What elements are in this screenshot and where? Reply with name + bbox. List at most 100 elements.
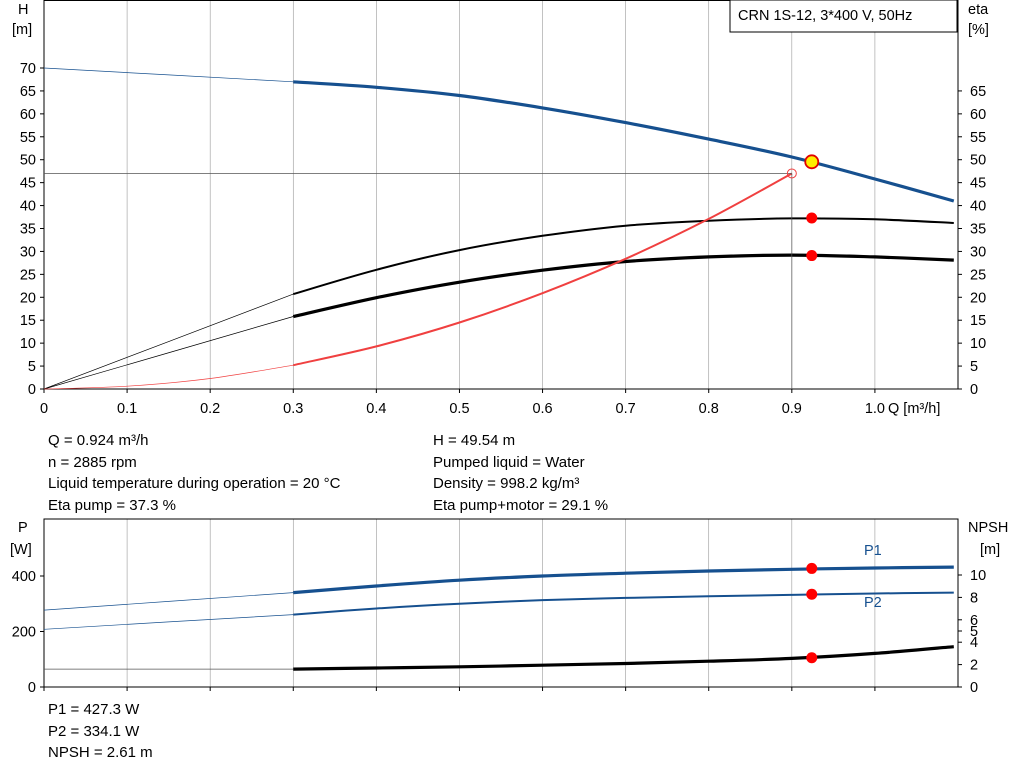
bottom-left-axis-label-line1: P bbox=[18, 520, 28, 536]
p2-series-label: P2 bbox=[864, 595, 882, 611]
x-tick-label: 0.6 bbox=[532, 401, 552, 417]
info-eta-pump: Eta pump = 37.3 % bbox=[48, 496, 176, 514]
top-left-axis-label-line2: [m] bbox=[12, 22, 32, 38]
top-left-tick-label: 65 bbox=[20, 84, 36, 100]
eta-total-operating-point bbox=[806, 250, 818, 262]
eta-pump-curve bbox=[293, 217, 954, 296]
top-left-axis-label-line1: H bbox=[18, 2, 28, 18]
eta-pump-operating-point bbox=[806, 212, 818, 224]
p2-curve bbox=[293, 591, 954, 616]
top-plot-frame bbox=[43, 0, 959, 390]
npsh-operating-point bbox=[806, 652, 818, 664]
x-tick-label: 0 bbox=[40, 401, 48, 417]
info-speed: n = 2885 rpm bbox=[48, 453, 137, 471]
top-right-tick-label: 50 bbox=[970, 153, 986, 169]
p2-operating-point bbox=[806, 588, 818, 600]
top-left-tick-label: 35 bbox=[20, 222, 36, 238]
bottom-left-tick-label: 200 bbox=[12, 625, 36, 641]
bottom-right-tick-label: 10 bbox=[970, 568, 986, 584]
x-tick-label: 0.9 bbox=[782, 401, 802, 417]
top-left-tick-label: 30 bbox=[20, 244, 36, 260]
p1-operating-point bbox=[806, 562, 818, 574]
top-right-tick-label: 0 bbox=[970, 382, 978, 398]
bottom-left-tick-label: 0 bbox=[28, 680, 36, 696]
top-left-tick-label: 15 bbox=[20, 313, 36, 329]
x-tick-label: 0.7 bbox=[616, 401, 636, 417]
bottom-right-tick-label: 6 bbox=[970, 613, 978, 629]
top-right-tick-label: 65 bbox=[970, 84, 986, 100]
title-box bbox=[729, 0, 958, 33]
info-bottom: P1 = 427.3 W P2 = 334.1 W NPSH = 2.61 m bbox=[48, 699, 153, 764]
top-left-tick-label: 45 bbox=[20, 176, 36, 192]
top-left-tick-label: 20 bbox=[20, 290, 36, 306]
top-right-tick-label: 35 bbox=[970, 222, 986, 238]
bottom-left-axis-label-line2: [W] bbox=[10, 542, 32, 558]
top-left-tick-label: 5 bbox=[28, 359, 36, 375]
bottom-plot-frame bbox=[43, 518, 959, 688]
bottom-chart-ticks: 0 200 400 0 2 456 8 10 bbox=[12, 568, 986, 696]
info-npsh: NPSH = 2.61 m bbox=[48, 744, 153, 761]
top-right-tick-label: 10 bbox=[970, 336, 986, 352]
head-curve bbox=[293, 80, 955, 203]
top-right-tick-label: 30 bbox=[970, 244, 986, 260]
top-right-tick-label: 45 bbox=[970, 176, 986, 192]
bottom-right-axis-label-line2: [m] bbox=[980, 542, 1000, 558]
head-curve-extrapolated bbox=[43, 67, 294, 83]
top-left-tick-label: 25 bbox=[20, 267, 36, 283]
bottom-chart-curves bbox=[43, 565, 954, 671]
eta-pump-curve-extrapolated bbox=[43, 293, 294, 390]
top-right-tick-label: 20 bbox=[970, 290, 986, 306]
x-tick-label: 0.3 bbox=[283, 401, 303, 417]
top-right-axis-label-line2: [%] bbox=[968, 22, 989, 38]
p2-curve-extrapolated bbox=[43, 614, 294, 630]
x-tick-label: 0.2 bbox=[200, 401, 220, 417]
p1-series-label: P1 bbox=[864, 543, 882, 559]
info-liquid-temperature: Liquid temperature during operation = 20… bbox=[48, 475, 341, 492]
info-top-right: H = 49.54 m Pumped liquid = Water Densit… bbox=[433, 430, 608, 516]
bottom-chart-frame bbox=[43, 518, 959, 688]
top-left-tick-label: 70 bbox=[20, 61, 36, 77]
top-left-tick-label: 10 bbox=[20, 336, 36, 352]
info-top-left: Q = 0.924 m³/h n = 2885 rpm Liquid tempe… bbox=[48, 430, 340, 516]
top-left-tick-label: 55 bbox=[20, 130, 36, 146]
info-p2: P2 = 334.1 W bbox=[48, 722, 140, 740]
info-head: H = 49.54 m bbox=[433, 432, 516, 449]
bottom-left-tick-label: 400 bbox=[12, 569, 36, 585]
top-chart-ticks: 0 5 10 15 20 25 30 35 40 45 50 55 60 65 70 0 5 10 15 20 25 30… bbox=[20, 61, 986, 417]
top-right-axis-label-line1: eta bbox=[968, 2, 989, 18]
x-tick-label: 0.8 bbox=[699, 401, 719, 417]
duty-point-marker bbox=[804, 154, 820, 170]
top-chart-curves bbox=[43, 67, 955, 390]
bottom-right-tick-label: 4 bbox=[970, 635, 978, 651]
bottom-chart-grid bbox=[126, 519, 876, 687]
p1-curve bbox=[293, 565, 954, 595]
top-right-tick-label: 60 bbox=[970, 107, 986, 123]
x-tick-label: 0.5 bbox=[449, 401, 469, 417]
top-left-tick-label: 0 bbox=[28, 382, 36, 398]
reference-point-marker bbox=[786, 168, 797, 179]
x-tick-label: 0.4 bbox=[366, 401, 386, 417]
info-pumped-liquid: Pumped liquid = Water bbox=[433, 453, 585, 471]
info-flow: Q = 0.924 m³/h bbox=[48, 432, 149, 449]
system-curve bbox=[293, 172, 793, 367]
info-p1: P1 = 427.3 W bbox=[48, 701, 140, 718]
top-right-tick-label: 55 bbox=[970, 130, 986, 146]
bottom-right-tick-label: 8 bbox=[970, 590, 978, 606]
top-right-tick-label: 25 bbox=[970, 267, 986, 283]
top-chart-grid bbox=[126, 0, 876, 389]
top-right-tick-label: 40 bbox=[970, 199, 986, 215]
bottom-right-tick-label: 2 bbox=[970, 658, 978, 674]
x-axis-label: Q [m³/h] bbox=[888, 401, 940, 417]
x-tick-label: 1.0 bbox=[865, 401, 885, 417]
top-left-tick-label: 40 bbox=[20, 199, 36, 215]
bottom-right-tick-label: 0 bbox=[970, 680, 978, 696]
info-density: Density = 998.2 kg/m³ bbox=[433, 475, 580, 492]
eta-total-curve bbox=[292, 253, 954, 319]
top-left-tick-label: 50 bbox=[20, 153, 36, 169]
system-curve-extrapolated bbox=[43, 364, 294, 390]
top-chart-marks bbox=[44, 154, 820, 389]
x-tick-label: 0.1 bbox=[117, 401, 137, 417]
top-right-tick-label: 15 bbox=[970, 313, 986, 329]
bottom-right-tick-label: 5 bbox=[970, 624, 978, 640]
